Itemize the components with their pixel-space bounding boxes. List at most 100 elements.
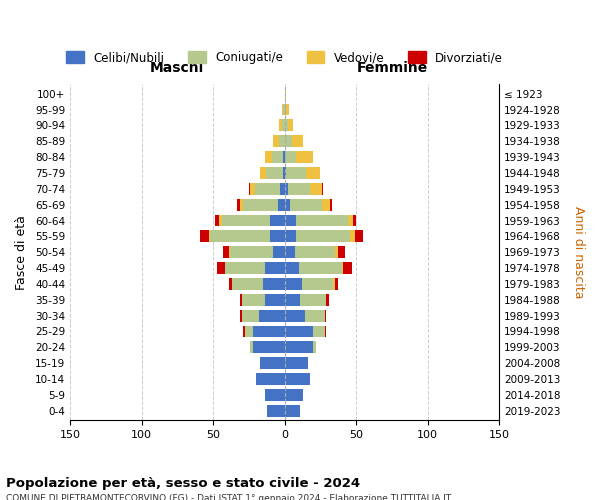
Bar bbox=[284, 214, 296, 226]
Bar bbox=[326, 294, 329, 306]
Y-axis label: Fasce di età: Fasce di età bbox=[15, 215, 28, 290]
Text: Popolazione per età, sesso e stato civile - 2024: Popolazione per età, sesso e stato civil… bbox=[6, 478, 360, 490]
Text: Maschi: Maschi bbox=[150, 62, 205, 76]
Bar bbox=[253, 326, 284, 338]
Bar bbox=[279, 120, 282, 132]
Bar bbox=[254, 183, 280, 194]
Bar bbox=[301, 294, 326, 306]
Text: Femmine: Femmine bbox=[356, 62, 428, 76]
Bar bbox=[272, 151, 283, 163]
Bar bbox=[302, 278, 334, 290]
Bar bbox=[284, 310, 305, 322]
Bar bbox=[355, 230, 364, 242]
Bar bbox=[287, 183, 310, 194]
Bar bbox=[278, 198, 284, 210]
Bar bbox=[287, 120, 293, 132]
Bar bbox=[265, 294, 284, 306]
Bar bbox=[335, 246, 338, 258]
Bar bbox=[284, 104, 286, 116]
Bar bbox=[217, 262, 224, 274]
Bar bbox=[282, 120, 284, 132]
Bar bbox=[256, 373, 284, 385]
Bar bbox=[242, 294, 265, 306]
Bar bbox=[331, 198, 332, 210]
Bar bbox=[284, 373, 310, 385]
Text: COMUNE DI PIETRAMONTECORVINO (FG) - Dati ISTAT 1° gennaio 2024 - Elaborazione TU: COMUNE DI PIETRAMONTECORVINO (FG) - Dati… bbox=[6, 494, 451, 500]
Bar bbox=[299, 262, 342, 274]
Bar bbox=[284, 294, 301, 306]
Bar bbox=[284, 262, 299, 274]
Bar bbox=[260, 358, 284, 369]
Bar bbox=[322, 183, 323, 194]
Bar bbox=[284, 151, 296, 163]
Bar bbox=[250, 342, 253, 353]
Bar bbox=[322, 198, 331, 210]
Bar bbox=[224, 262, 265, 274]
Bar bbox=[292, 136, 303, 147]
Bar bbox=[284, 183, 287, 194]
Bar bbox=[284, 405, 301, 416]
Bar bbox=[268, 405, 284, 416]
Bar bbox=[296, 230, 350, 242]
Bar bbox=[249, 183, 250, 194]
Bar bbox=[215, 214, 219, 226]
Bar bbox=[335, 278, 338, 290]
Bar bbox=[284, 326, 313, 338]
Bar bbox=[350, 230, 355, 242]
Bar bbox=[284, 342, 313, 353]
Legend: Celibi/Nubili, Coniugati/e, Vedovi/e, Divorziati/e: Celibi/Nubili, Coniugati/e, Vedovi/e, Di… bbox=[62, 46, 508, 69]
Bar bbox=[266, 167, 283, 179]
Bar bbox=[229, 246, 230, 258]
Bar bbox=[284, 136, 292, 147]
Bar bbox=[229, 278, 232, 290]
Bar bbox=[260, 167, 266, 179]
Bar bbox=[241, 198, 243, 210]
Bar bbox=[279, 136, 284, 147]
Bar bbox=[253, 342, 284, 353]
Bar bbox=[325, 326, 326, 338]
Bar bbox=[273, 246, 284, 258]
Bar bbox=[343, 262, 352, 274]
Bar bbox=[271, 214, 284, 226]
Bar bbox=[271, 230, 284, 242]
Bar bbox=[243, 326, 245, 338]
Bar bbox=[284, 230, 296, 242]
Bar bbox=[232, 278, 263, 290]
Bar bbox=[265, 262, 284, 274]
Bar bbox=[313, 342, 316, 353]
Bar bbox=[325, 310, 326, 322]
Bar bbox=[282, 104, 283, 116]
Bar bbox=[296, 214, 347, 226]
Bar bbox=[305, 310, 325, 322]
Bar bbox=[296, 151, 313, 163]
Bar bbox=[245, 326, 253, 338]
Bar bbox=[347, 214, 353, 226]
Bar bbox=[283, 151, 284, 163]
Bar bbox=[342, 262, 343, 274]
Bar bbox=[306, 167, 320, 179]
Bar bbox=[273, 136, 279, 147]
Bar bbox=[284, 389, 303, 401]
Bar bbox=[243, 198, 278, 210]
Bar bbox=[284, 358, 308, 369]
Bar bbox=[210, 230, 271, 242]
Bar bbox=[265, 151, 272, 163]
Bar bbox=[290, 198, 322, 210]
Bar bbox=[200, 230, 209, 242]
Bar bbox=[219, 214, 222, 226]
Bar bbox=[284, 120, 287, 132]
Bar bbox=[223, 246, 229, 258]
Bar bbox=[280, 183, 284, 194]
Bar bbox=[283, 167, 284, 179]
Bar bbox=[263, 278, 284, 290]
Bar bbox=[284, 278, 302, 290]
Bar bbox=[334, 278, 335, 290]
Bar bbox=[241, 310, 242, 322]
Bar bbox=[265, 389, 284, 401]
Bar bbox=[338, 246, 345, 258]
Bar bbox=[284, 167, 286, 179]
Y-axis label: Anni di nascita: Anni di nascita bbox=[572, 206, 585, 298]
Bar bbox=[284, 198, 290, 210]
Bar bbox=[286, 104, 289, 116]
Bar bbox=[284, 88, 286, 100]
